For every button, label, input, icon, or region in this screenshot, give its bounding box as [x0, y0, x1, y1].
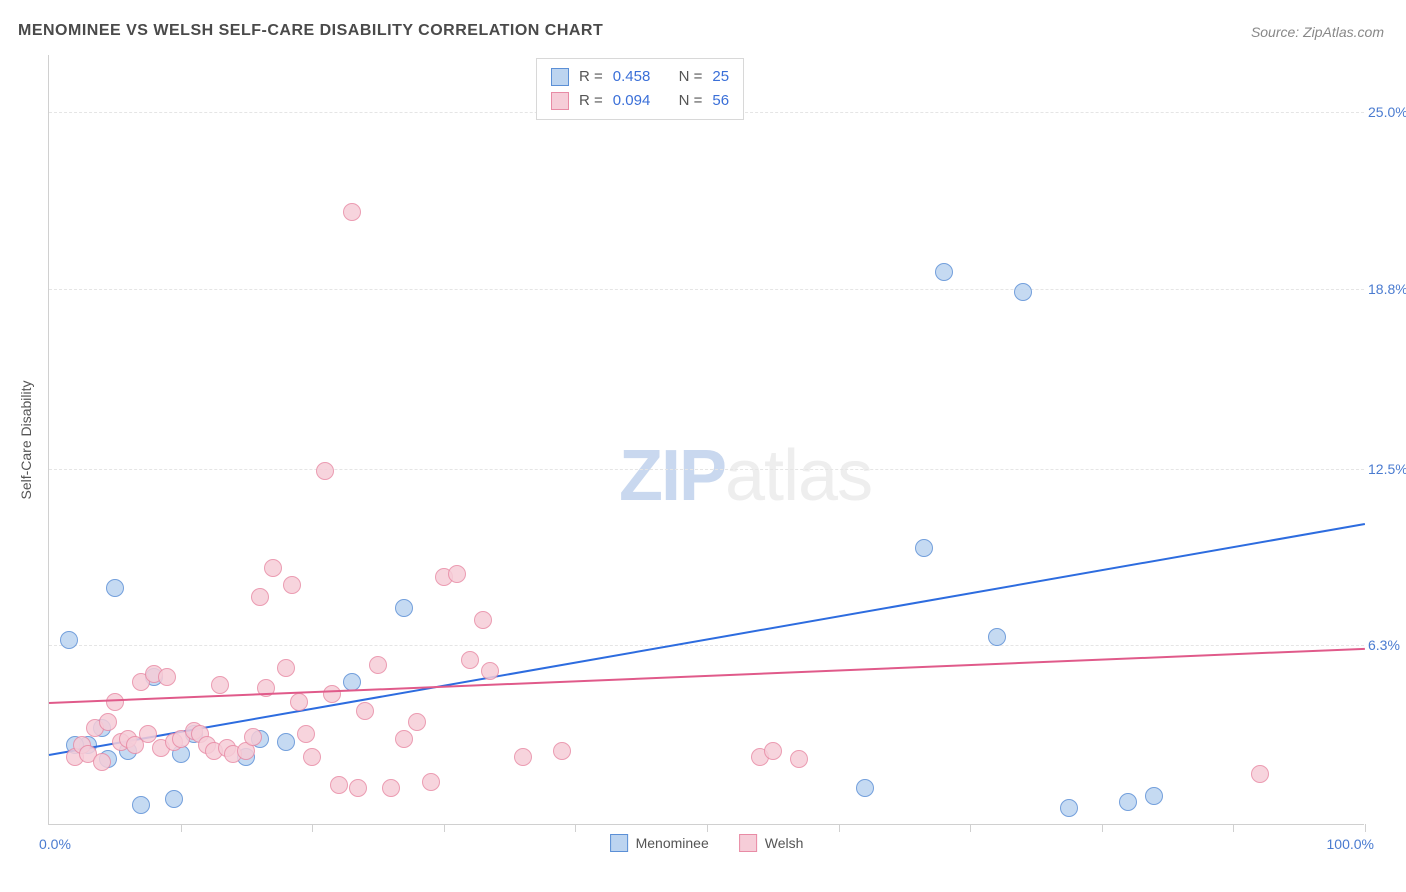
x-axis-max-label: 100.0% — [1327, 836, 1374, 852]
data-point — [915, 539, 933, 557]
y-axis-title: Self-Care Disability — [18, 380, 34, 499]
y-tick-label: 6.3% — [1368, 637, 1406, 653]
data-point — [422, 773, 440, 791]
data-point — [99, 713, 117, 731]
data-point — [474, 611, 492, 629]
data-point — [448, 565, 466, 583]
legend-label-welsh: Welsh — [765, 835, 804, 851]
data-point — [1060, 799, 1078, 817]
data-point — [277, 733, 295, 751]
data-point — [988, 628, 1006, 646]
data-point — [856, 779, 874, 797]
x-tick — [970, 824, 971, 832]
gridline — [49, 289, 1364, 290]
x-tick — [1365, 824, 1366, 832]
data-point — [343, 203, 361, 221]
data-point — [553, 742, 571, 760]
data-point — [158, 668, 176, 686]
data-point — [395, 730, 413, 748]
data-point — [382, 779, 400, 797]
n-value-welsh: 56 — [712, 89, 729, 113]
r-label: R = — [579, 65, 603, 89]
data-point — [1119, 793, 1137, 811]
legend-item-welsh: Welsh — [739, 834, 804, 852]
source-attribution: Source: ZipAtlas.com — [1251, 24, 1384, 40]
n-value-menominee: 25 — [712, 65, 729, 89]
data-point — [1014, 283, 1032, 301]
data-point — [764, 742, 782, 760]
data-point — [106, 693, 124, 711]
data-point — [514, 748, 532, 766]
trend-line — [49, 648, 1365, 704]
trend-line — [49, 523, 1365, 756]
data-point — [139, 725, 157, 743]
data-point — [935, 263, 953, 281]
data-point — [60, 631, 78, 649]
x-tick — [312, 824, 313, 832]
data-point — [283, 576, 301, 594]
x-tick — [181, 824, 182, 832]
legend-label-menominee: Menominee — [636, 835, 709, 851]
data-point — [132, 796, 150, 814]
data-point — [1145, 787, 1163, 805]
x-axis-min-label: 0.0% — [39, 836, 71, 852]
legend-swatch-welsh — [739, 834, 757, 852]
r-value-welsh: 0.094 — [613, 89, 651, 113]
stats-swatch-welsh — [551, 92, 569, 110]
data-point — [395, 599, 413, 617]
data-point — [790, 750, 808, 768]
n-label: N = — [679, 65, 703, 89]
data-point — [264, 559, 282, 577]
x-tick — [575, 824, 576, 832]
data-point — [356, 702, 374, 720]
stats-row-welsh: R = 0.094 N = 56 — [551, 89, 729, 113]
data-point — [106, 579, 124, 597]
data-point — [93, 753, 111, 771]
data-point — [290, 693, 308, 711]
data-point — [481, 662, 499, 680]
chart-title: MENOMINEE VS WELSH SELF-CARE DISABILITY … — [18, 22, 603, 40]
watermark-part2: atlas — [725, 436, 872, 516]
legend-item-menominee: Menominee — [610, 834, 709, 852]
data-point — [277, 659, 295, 677]
data-point — [316, 462, 334, 480]
data-point — [211, 676, 229, 694]
correlation-stats-box: R = 0.458 N = 25 R = 0.094 N = 56 — [536, 58, 744, 120]
data-point — [244, 728, 262, 746]
r-value-menominee: 0.458 — [613, 65, 651, 89]
y-tick-label: 12.5% — [1368, 461, 1406, 477]
x-tick — [839, 824, 840, 832]
data-point — [297, 725, 315, 743]
stats-swatch-menominee — [551, 68, 569, 86]
data-point — [369, 656, 387, 674]
gridline — [49, 469, 1364, 470]
y-tick-label: 25.0% — [1368, 104, 1406, 120]
series-legend: Menominee Welsh — [610, 834, 804, 852]
x-tick — [1233, 824, 1234, 832]
x-tick — [1102, 824, 1103, 832]
r-label: R = — [579, 89, 603, 113]
stats-row-menominee: R = 0.458 N = 25 — [551, 65, 729, 89]
watermark: ZIPatlas — [619, 435, 872, 517]
data-point — [165, 790, 183, 808]
gridline — [49, 645, 1364, 646]
data-point — [330, 776, 348, 794]
y-tick-label: 18.8% — [1368, 281, 1406, 297]
data-point — [303, 748, 321, 766]
data-point — [408, 713, 426, 731]
data-point — [251, 588, 269, 606]
data-point — [1251, 765, 1269, 783]
data-point — [461, 651, 479, 669]
data-point — [349, 779, 367, 797]
n-label: N = — [679, 89, 703, 113]
x-tick — [444, 824, 445, 832]
legend-swatch-menominee — [610, 834, 628, 852]
scatter-plot-area: ZIPatlas 0.0% 100.0% Menominee Welsh 6.3… — [48, 55, 1364, 825]
watermark-part1: ZIP — [619, 436, 725, 516]
data-point — [323, 685, 341, 703]
x-tick — [707, 824, 708, 832]
